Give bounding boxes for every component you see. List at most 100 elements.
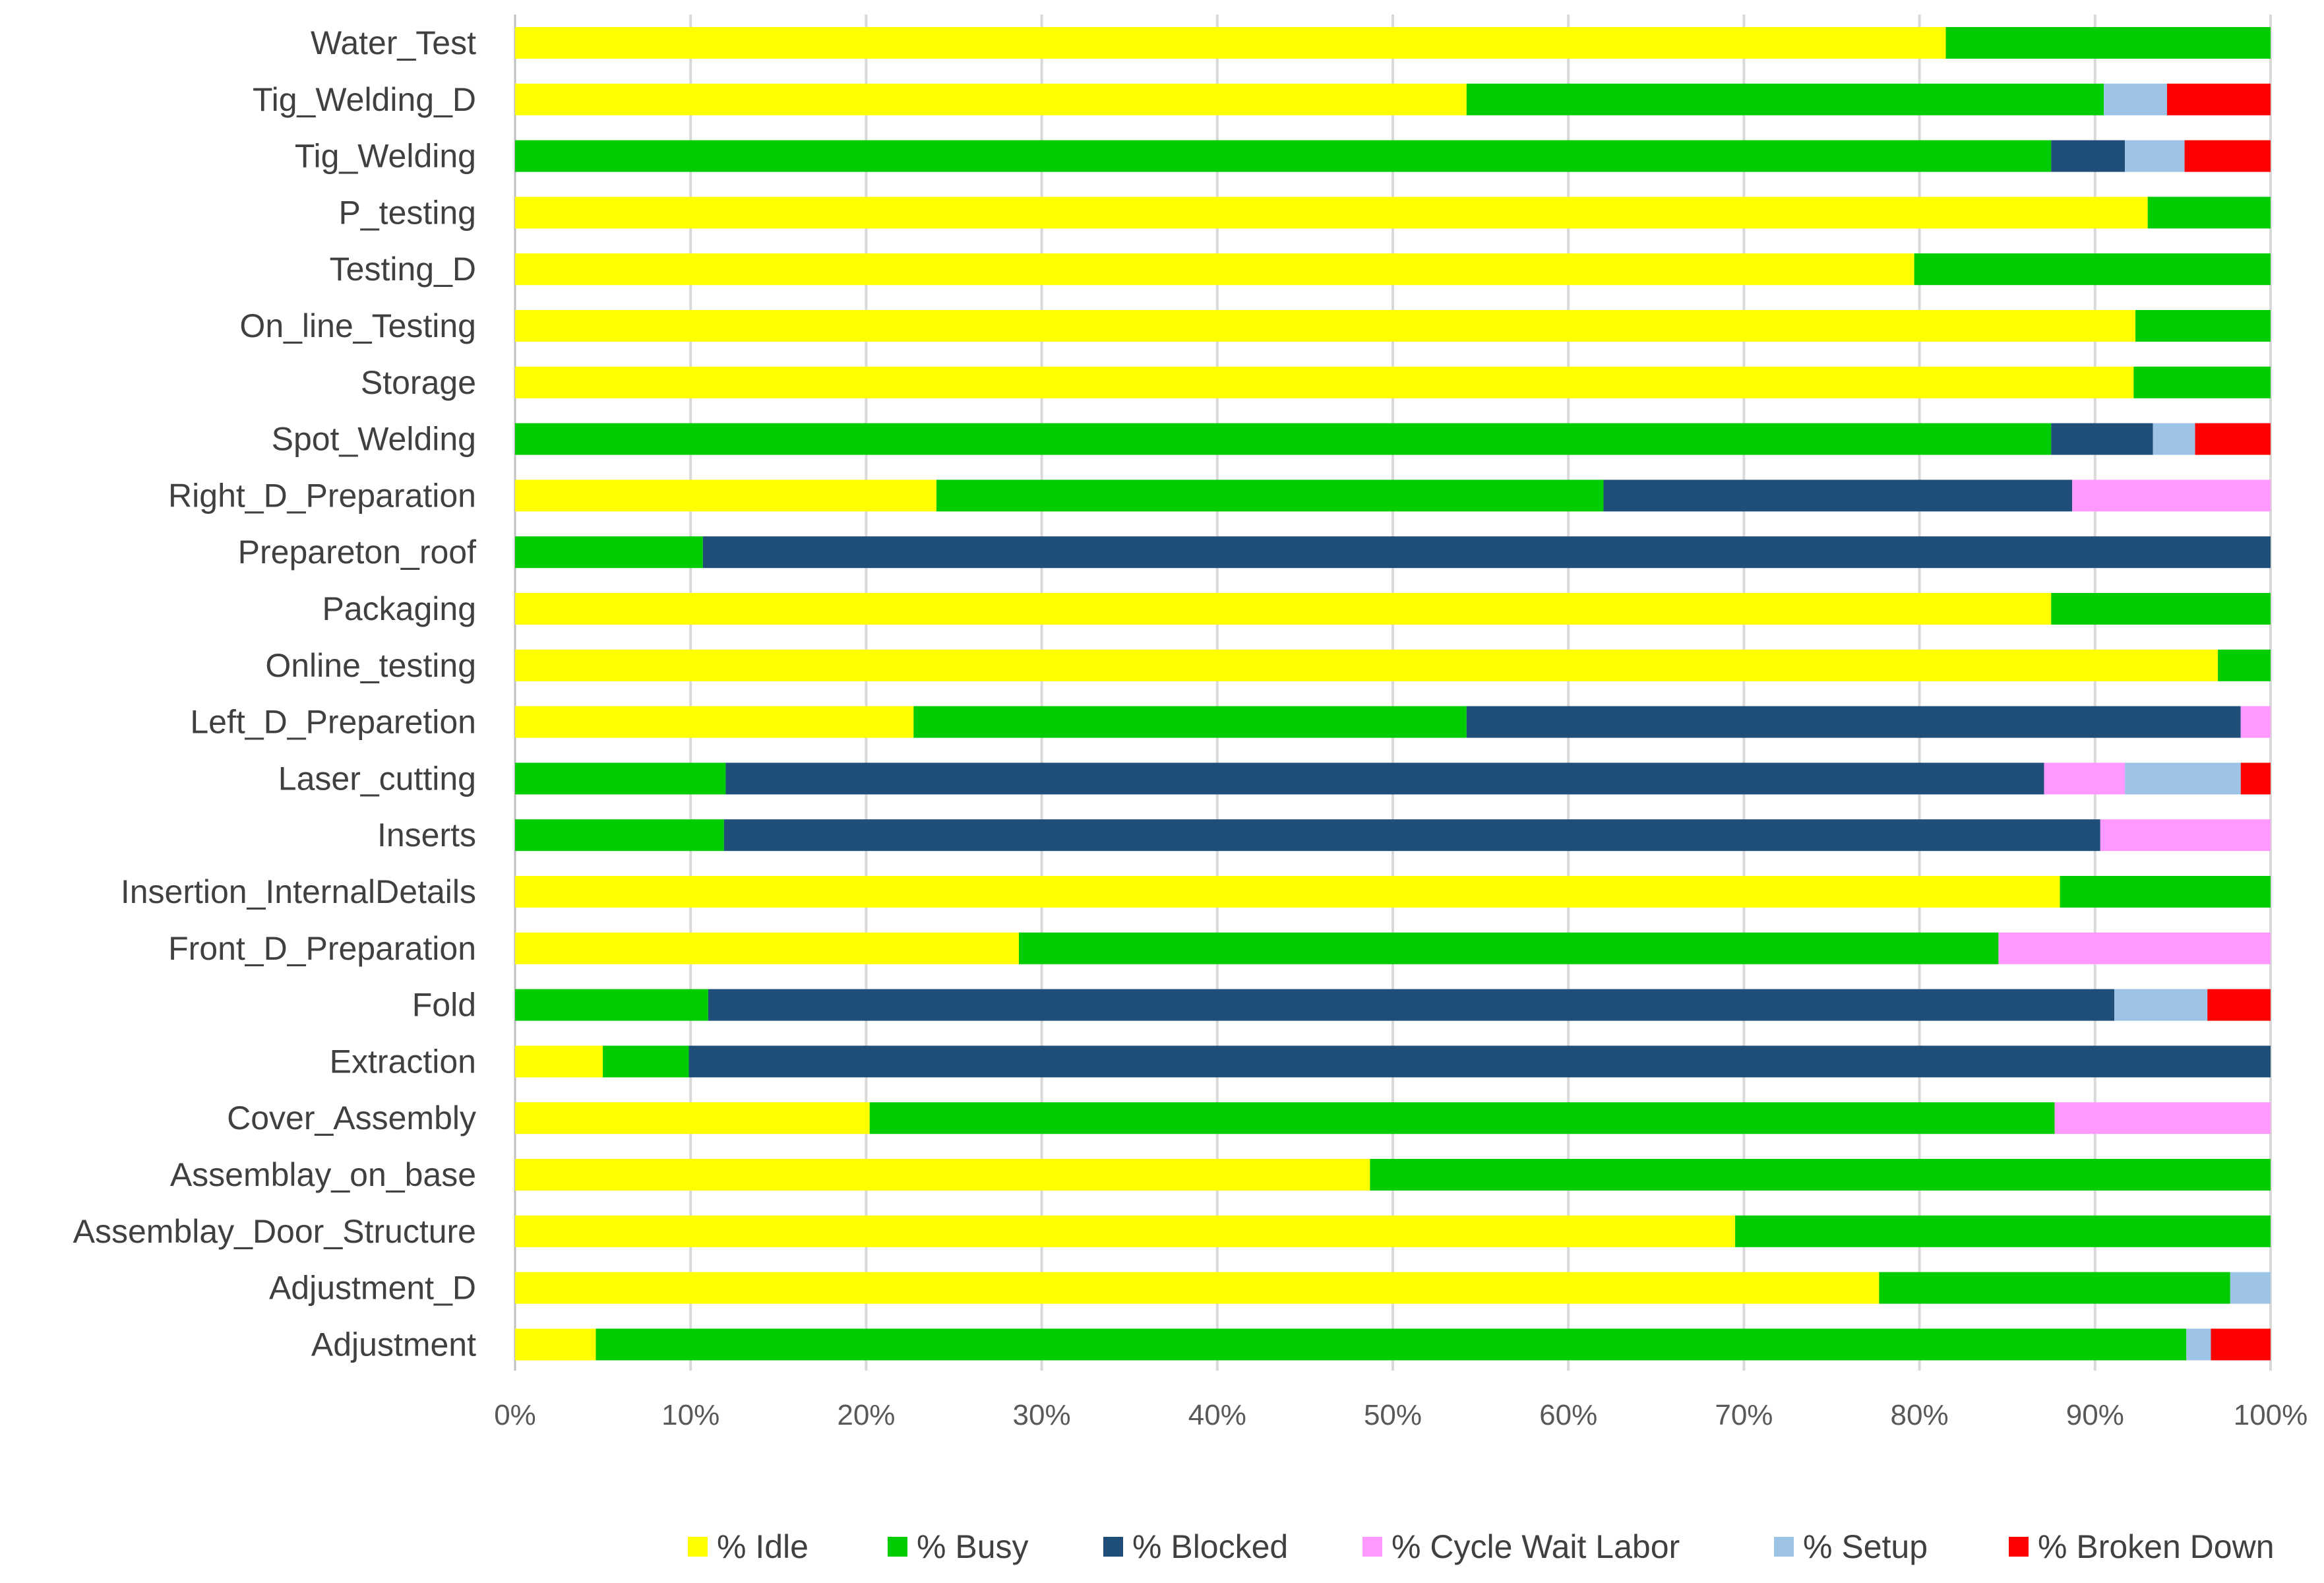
bar-adjustment-busy (596, 1328, 2187, 1361)
category-labels: Water_Test Tig_Welding_D Tig_Welding P_test… (73, 24, 476, 1363)
category-label-right-d-preparation: Right_D_Preparation (168, 477, 476, 514)
bar-laser-cutting-broken-down (2240, 762, 2271, 795)
bar-left-d-preparetion-cycle-wait-labor (2240, 706, 2271, 738)
bar-p-testing-idle (515, 197, 2148, 229)
category-label-storage: Storage (361, 364, 476, 401)
bar-packaging-idle (515, 593, 2052, 625)
category-label-packaging: Packaging (322, 590, 477, 627)
bar-testing-d-idle (515, 253, 1914, 286)
bar-on-line-testing-busy (2135, 310, 2271, 342)
category-label-fold: Fold (412, 987, 476, 1024)
legend-swatch-setup (1774, 1537, 1794, 1557)
category-label-spot-welding: Spot_Welding (272, 421, 476, 458)
grid-layer (514, 15, 2272, 1371)
x-axis-ticks: 0% 10% 20% 30% 40% 50% 60% 70% 80% 90% 100% (494, 1399, 2308, 1431)
legend-label-blocked: % Blocked (1132, 1528, 1288, 1565)
x-tick-label: 10% (661, 1399, 719, 1431)
bar-front-d-preparation-busy (1018, 932, 1999, 964)
bar-water-test-busy (1945, 27, 2271, 59)
x-tick-label: 50% (1364, 1399, 1422, 1431)
bar-tig-welding-d-busy (1466, 83, 2104, 115)
bar-inserts-cycle-wait-labor (2100, 819, 2271, 852)
legend-swatch-cycle-wait-labor (1362, 1537, 1382, 1557)
x-tick-label: 30% (1013, 1399, 1071, 1431)
x-tick-label: 0% (494, 1399, 536, 1431)
legend: % Idle % Busy % Blocked % Cycle Wait Labor%… (688, 1528, 2275, 1565)
bar-tig-welding-blocked (2051, 140, 2125, 172)
bar-fold-broken-down (2207, 989, 2271, 1021)
x-tick-label: 60% (1539, 1399, 1597, 1431)
bar-online-testing-busy (2218, 649, 2271, 681)
bar-assemblay-door-structure-busy (1735, 1215, 2271, 1247)
category-label-adjustment-d: Adjustment_D (269, 1270, 476, 1307)
bar-storage-idle (515, 366, 2134, 398)
category-label-prepareton-roof: Prepareton_roof (238, 534, 476, 571)
x-tick-label: 20% (837, 1399, 895, 1431)
legend-swatch-busy (888, 1537, 907, 1557)
bar-prepareton-roof-busy (515, 536, 703, 569)
bar-online-testing-idle (515, 649, 2218, 681)
legend-swatch-blocked (1103, 1537, 1123, 1557)
bar-insertion-internaldetails-idle (515, 876, 2060, 908)
bar-tig-welding-busy (515, 140, 2052, 172)
bar-adjustment-broken-down (2211, 1328, 2271, 1361)
category-label-assemblay-on-base: Assemblay_on_base (170, 1156, 476, 1193)
bar-spot-welding-setup (2153, 423, 2195, 455)
bar-on-line-testing-idle (515, 310, 2136, 342)
legend-label-setup: % Setup (1803, 1528, 1928, 1565)
category-label-left-d-preparetion: Left_D_Preparetion (190, 704, 476, 741)
category-label-tig-welding-d: Tig_Welding_D (253, 81, 476, 118)
legend-item-broken-down: % Broken Down (2009, 1528, 2275, 1565)
bar-adjustment-setup (2186, 1328, 2211, 1361)
bar-p-testing-busy (2147, 197, 2271, 229)
x-tick-label: 70% (1715, 1399, 1773, 1431)
bar-laser-cutting-busy (515, 762, 726, 795)
bar-adjustment-d-busy (1879, 1272, 2230, 1304)
bar-extraction-blocked (688, 1045, 2271, 1078)
bar-tig-welding-d-idle (515, 83, 1467, 115)
category-label-front-d-preparation: Front_D_Preparation (168, 930, 476, 967)
category-label-on-line-testing: On_line_Testing (239, 307, 476, 344)
bar-prepareton-roof-blocked (702, 536, 2271, 569)
category-label-online-testing: Online_testing (265, 647, 476, 684)
bar-assemblay-on-base-idle (515, 1159, 1370, 1191)
bar-extraction-idle (515, 1045, 603, 1078)
category-label-insertion-internaldetails: Insertion_InternalDetails (121, 873, 476, 910)
bar-spot-welding-busy (515, 423, 2052, 455)
bar-adjustment-d-setup (2230, 1272, 2271, 1304)
bar-adjustment-d-idle (515, 1272, 1880, 1304)
bars-layer (515, 27, 2271, 1361)
bar-inserts-blocked (723, 819, 2100, 852)
bar-laser-cutting-blocked (725, 762, 2044, 795)
bar-assemblay-on-base-busy (1370, 1159, 2271, 1191)
category-label-adjustment: Adjustment (311, 1326, 476, 1363)
bar-inserts-busy (515, 819, 724, 852)
bar-water-test-idle (515, 27, 1946, 59)
legend-label-busy: % Busy (917, 1528, 1029, 1565)
bar-spot-welding-blocked (2051, 423, 2153, 455)
category-label-extraction: Extraction (330, 1043, 476, 1080)
bar-fold-blocked (708, 989, 2115, 1021)
legend-item-idle: % Idle (688, 1528, 809, 1565)
bar-tig-welding-d-broken-down (2166, 83, 2271, 115)
legend-swatch-idle (688, 1537, 708, 1557)
bar-right-d-preparation-busy (936, 480, 1604, 512)
bar-left-d-preparetion-blocked (1466, 706, 2241, 738)
bar-cover-assembly-busy (869, 1102, 2055, 1134)
legend-item-setup: % Setup (1774, 1528, 1928, 1565)
bar-right-d-preparation-idle (515, 480, 936, 512)
bar-tig-welding-setup (2125, 140, 2185, 172)
bar-cover-assembly-cycle-wait-labor (2054, 1102, 2271, 1134)
bar-insertion-internaldetails-busy (2060, 876, 2271, 908)
bar-front-d-preparation-cycle-wait-labor (1998, 932, 2271, 964)
x-tick-label: 80% (1891, 1399, 1949, 1431)
category-label-laser-cutting: Laser_cutting (278, 760, 476, 797)
bar-assemblay-door-structure-idle (515, 1215, 1736, 1247)
bar-fold-setup (2114, 989, 2208, 1021)
x-tick-label: 40% (1188, 1399, 1246, 1431)
bar-fold-busy (515, 989, 708, 1021)
bar-testing-d-busy (1914, 253, 2271, 286)
bar-laser-cutting-cycle-wait-labor (2044, 762, 2125, 795)
